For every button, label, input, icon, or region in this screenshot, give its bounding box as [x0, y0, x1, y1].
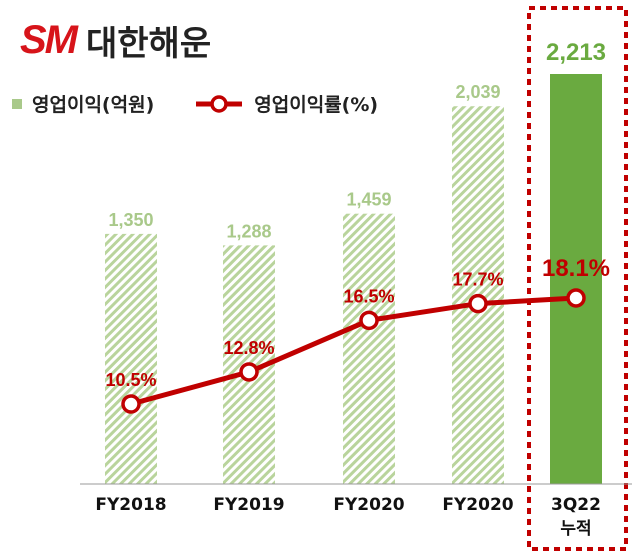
highlight-box: [527, 6, 628, 551]
line-value-label: 18.1%: [542, 255, 610, 282]
legend-line-swatch: [196, 94, 243, 113]
line-value-label: 16.5%: [343, 286, 394, 306]
x-tick-label: FY2019: [213, 495, 284, 515]
legend: 영업이익(억원) 영업이익률(%): [12, 90, 378, 117]
legend-bar-label: 영업이익(억원): [32, 94, 155, 116]
line-point: [239, 362, 259, 382]
x-tick-label: 누적: [560, 519, 591, 539]
legend-line-label: 영업이익률(%): [254, 94, 379, 116]
x-tick-label: FY2020: [333, 495, 404, 515]
x-tick-label: FY2018: [95, 495, 166, 515]
line-point: [121, 394, 141, 414]
bar: [550, 74, 602, 484]
bar-value-label: 2,039: [455, 82, 500, 102]
line-point: [566, 288, 586, 308]
bar-value-label: 1,459: [346, 190, 391, 210]
logo-mark: SM: [20, 17, 78, 62]
bar-value-label: 1,350: [108, 210, 153, 230]
bar-value-label: 1,288: [226, 221, 271, 241]
bar: [343, 213, 395, 484]
line-value-label: 10.5%: [105, 370, 156, 390]
line-value-label: 12.8%: [223, 338, 274, 358]
bar-value-label: 2,213: [546, 39, 606, 66]
line-point: [468, 293, 488, 314]
x-tick-label: 3Q22: [551, 495, 601, 515]
line-point: [359, 310, 379, 331]
logo-name: 대한해운: [86, 23, 212, 64]
logo: SM 대한해운: [20, 17, 212, 64]
line-value-label: 17.7%: [452, 270, 503, 290]
bar: [105, 233, 157, 484]
x-tick-label: FY2020: [442, 495, 513, 515]
legend-bar-swatch: [12, 98, 22, 109]
